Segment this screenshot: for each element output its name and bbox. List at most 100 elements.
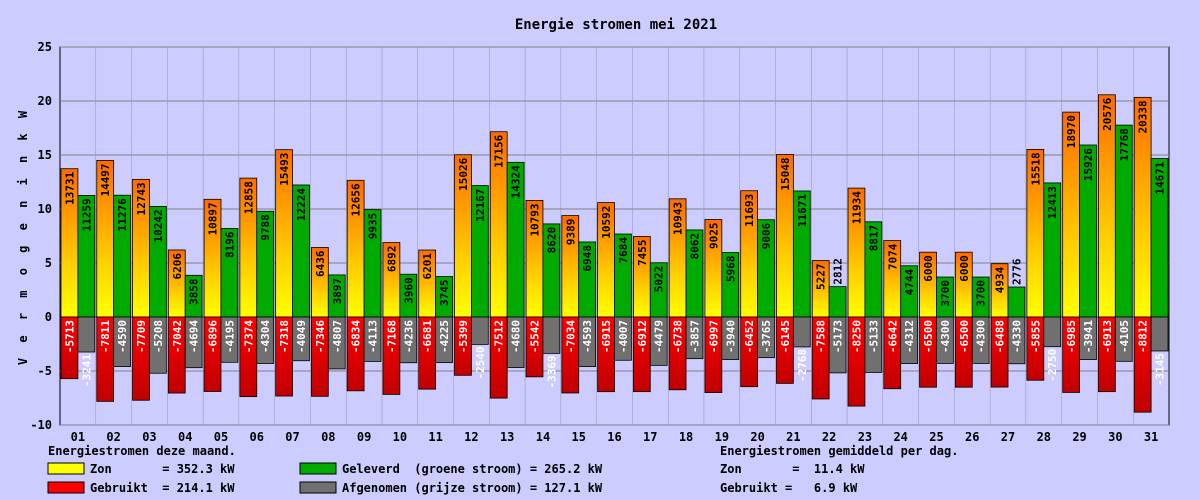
bar-zon-label: 18970: [1065, 115, 1078, 148]
bar-afgenomen: [184, 316, 203, 369]
bar-geleverd: [828, 286, 847, 318]
bar-geleverd-label: 3700: [975, 280, 988, 307]
bar-zon-label: 15026: [457, 157, 470, 190]
bar-afgenomen: [1150, 316, 1169, 352]
x-tick-label: 24: [893, 430, 907, 444]
bar-afgenomen-label: -4049: [295, 320, 308, 353]
legend-item-zon: Zon = 352.3 kW: [90, 462, 235, 476]
bar-gebruikt-label: -5855: [1029, 320, 1042, 353]
bar-afgenomen: [721, 316, 740, 360]
bar-geleverd-label: 3745: [438, 280, 451, 307]
averages-heading: Energiestromen gemiddeld per dag.: [720, 444, 958, 458]
bar-geleverd-label: 3897: [331, 278, 344, 305]
bar-zon-label: 10897: [207, 202, 220, 235]
bar-afgenomen-label: -5173: [832, 320, 845, 353]
bar-afgenomen: [578, 316, 597, 368]
legend-item-geleverd: Geleverd (groene stroom) = 265.2 kW: [342, 462, 603, 476]
bar-gebruikt: [776, 316, 794, 384]
bar-afgenomen-label: -5133: [867, 320, 880, 353]
bar-afgenomen-label: -3369: [545, 355, 558, 388]
bar-gebruikt-label: -7512: [493, 320, 506, 353]
bar-gebruikt: [1133, 316, 1152, 413]
legend-item-afgenomen: Afgenomen (grijze stroom) = 127.1 kW: [342, 481, 603, 495]
bar-afgenomen: [900, 316, 918, 364]
x-tick-label: 17: [643, 430, 657, 444]
bar-afgenomen-label: -3145: [1154, 353, 1167, 386]
bar-afgenomen: [828, 316, 847, 374]
bar-afgenomen: [149, 316, 167, 374]
bar-geleverd-label: 3858: [188, 278, 201, 305]
bar-gebruikt-label: -6452: [743, 320, 756, 353]
bar-geleverd-label: 8620: [545, 227, 558, 254]
x-tick-label: 09: [357, 430, 371, 444]
bar-zon-label: 20338: [1137, 100, 1150, 133]
bar-zon-label: 6000: [922, 255, 935, 282]
bar-geleverd-label: 10242: [152, 209, 165, 242]
bar-gebruikt-label: -7811: [99, 320, 112, 353]
chart-title: Energie stromen mei 2021: [515, 17, 717, 33]
bar-zon-label: 15493: [278, 153, 291, 186]
bar-afgenomen-label: -4007: [617, 320, 630, 353]
bar-afgenomen: [292, 316, 310, 362]
bar-afgenomen-label: -4590: [116, 320, 129, 353]
legend-swatch-zon: [47, 462, 85, 475]
bar-zon-label: 6206: [171, 253, 184, 280]
bar-afgenomen: [649, 316, 668, 366]
bar-gebruikt-label: -7374: [242, 320, 255, 353]
y-axis: -10 -5 0 5 10 15 20 25: [30, 40, 52, 432]
x-tick-label: 07: [285, 430, 299, 444]
y-axis-label: V e r m o g e n i n k W: [16, 107, 30, 365]
bar-afgenomen-label: -4105: [1118, 320, 1131, 353]
bar-afgenomen: [1007, 316, 1026, 365]
bar-afgenomen: [1114, 316, 1133, 362]
x-tick-label: 31: [1144, 430, 1158, 444]
bar-geleverd-label: 5022: [653, 266, 666, 293]
bar-afgenomen-label: -3857: [688, 320, 701, 353]
bar-afgenomen: [471, 316, 489, 345]
x-tick-label: 02: [106, 430, 120, 444]
y-tick-label: -10: [30, 418, 52, 432]
bar-afgenomen-label: -3241: [80, 354, 93, 387]
bar-afgenomen-label: -4300: [939, 320, 952, 353]
bar-zon-label: 10592: [600, 206, 613, 239]
bar-zon-label: 7074: [886, 243, 899, 270]
bar-gebruikt-label: -6834: [350, 320, 363, 353]
bar-geleverd-label: 8196: [223, 231, 236, 258]
bar-afgenomen: [363, 316, 382, 362]
bar-geleverd-label: 3700: [939, 280, 952, 307]
bar-afgenomen-label: -2540: [474, 346, 487, 379]
bar-zon-label: 10943: [672, 202, 685, 235]
bar-zon-label: 13731: [63, 171, 76, 204]
bar-gebruikt-label: -7318: [278, 320, 291, 353]
bar-gebruikt-label: -8250: [850, 320, 863, 353]
bar-afgenomen: [256, 316, 275, 364]
bar-geleverd-label: 12167: [474, 189, 487, 222]
bar-zon-label: 6201: [421, 253, 434, 280]
bar-gebruikt-label: -8812: [1137, 320, 1150, 353]
bar-geleverd: [1007, 286, 1026, 318]
bar-gebruikt-label: -7042: [171, 320, 184, 353]
bar-gebruikt: [1026, 316, 1045, 381]
bar-zon-label: 9389: [564, 219, 577, 246]
bar-geleverd-label: 11671: [796, 194, 809, 227]
bar-zon-label: 6436: [314, 250, 327, 277]
legend-swatch-geleverd: [299, 462, 337, 475]
bar-geleverd-label: 12224: [295, 188, 308, 221]
x-tick-label: 15: [571, 430, 585, 444]
bar-zon-label: 5227: [815, 264, 828, 291]
y-tick-label: 10: [38, 202, 52, 216]
bar-gebruikt-label: -6500: [958, 320, 971, 353]
bars: 13731 11259 -5713 -3241 14497 11276 -7811 -4590…: [60, 94, 1169, 413]
bar-zon-label: 4934: [994, 266, 1007, 293]
bar-gebruikt-label: -5542: [529, 320, 542, 353]
x-tick-label: 04: [178, 430, 192, 444]
bar-afgenomen-label: -4195: [223, 320, 236, 353]
bar-afgenomen: [220, 316, 239, 363]
bar-afgenomen-label: -4680: [510, 320, 523, 353]
y-tick-label: -5: [38, 364, 52, 378]
bar-gebruikt-label: -6912: [636, 320, 649, 353]
bar-gebruikt-label: -7346: [314, 320, 327, 353]
x-tick-label: 01: [71, 430, 85, 444]
x-tick-label: 12: [464, 430, 478, 444]
